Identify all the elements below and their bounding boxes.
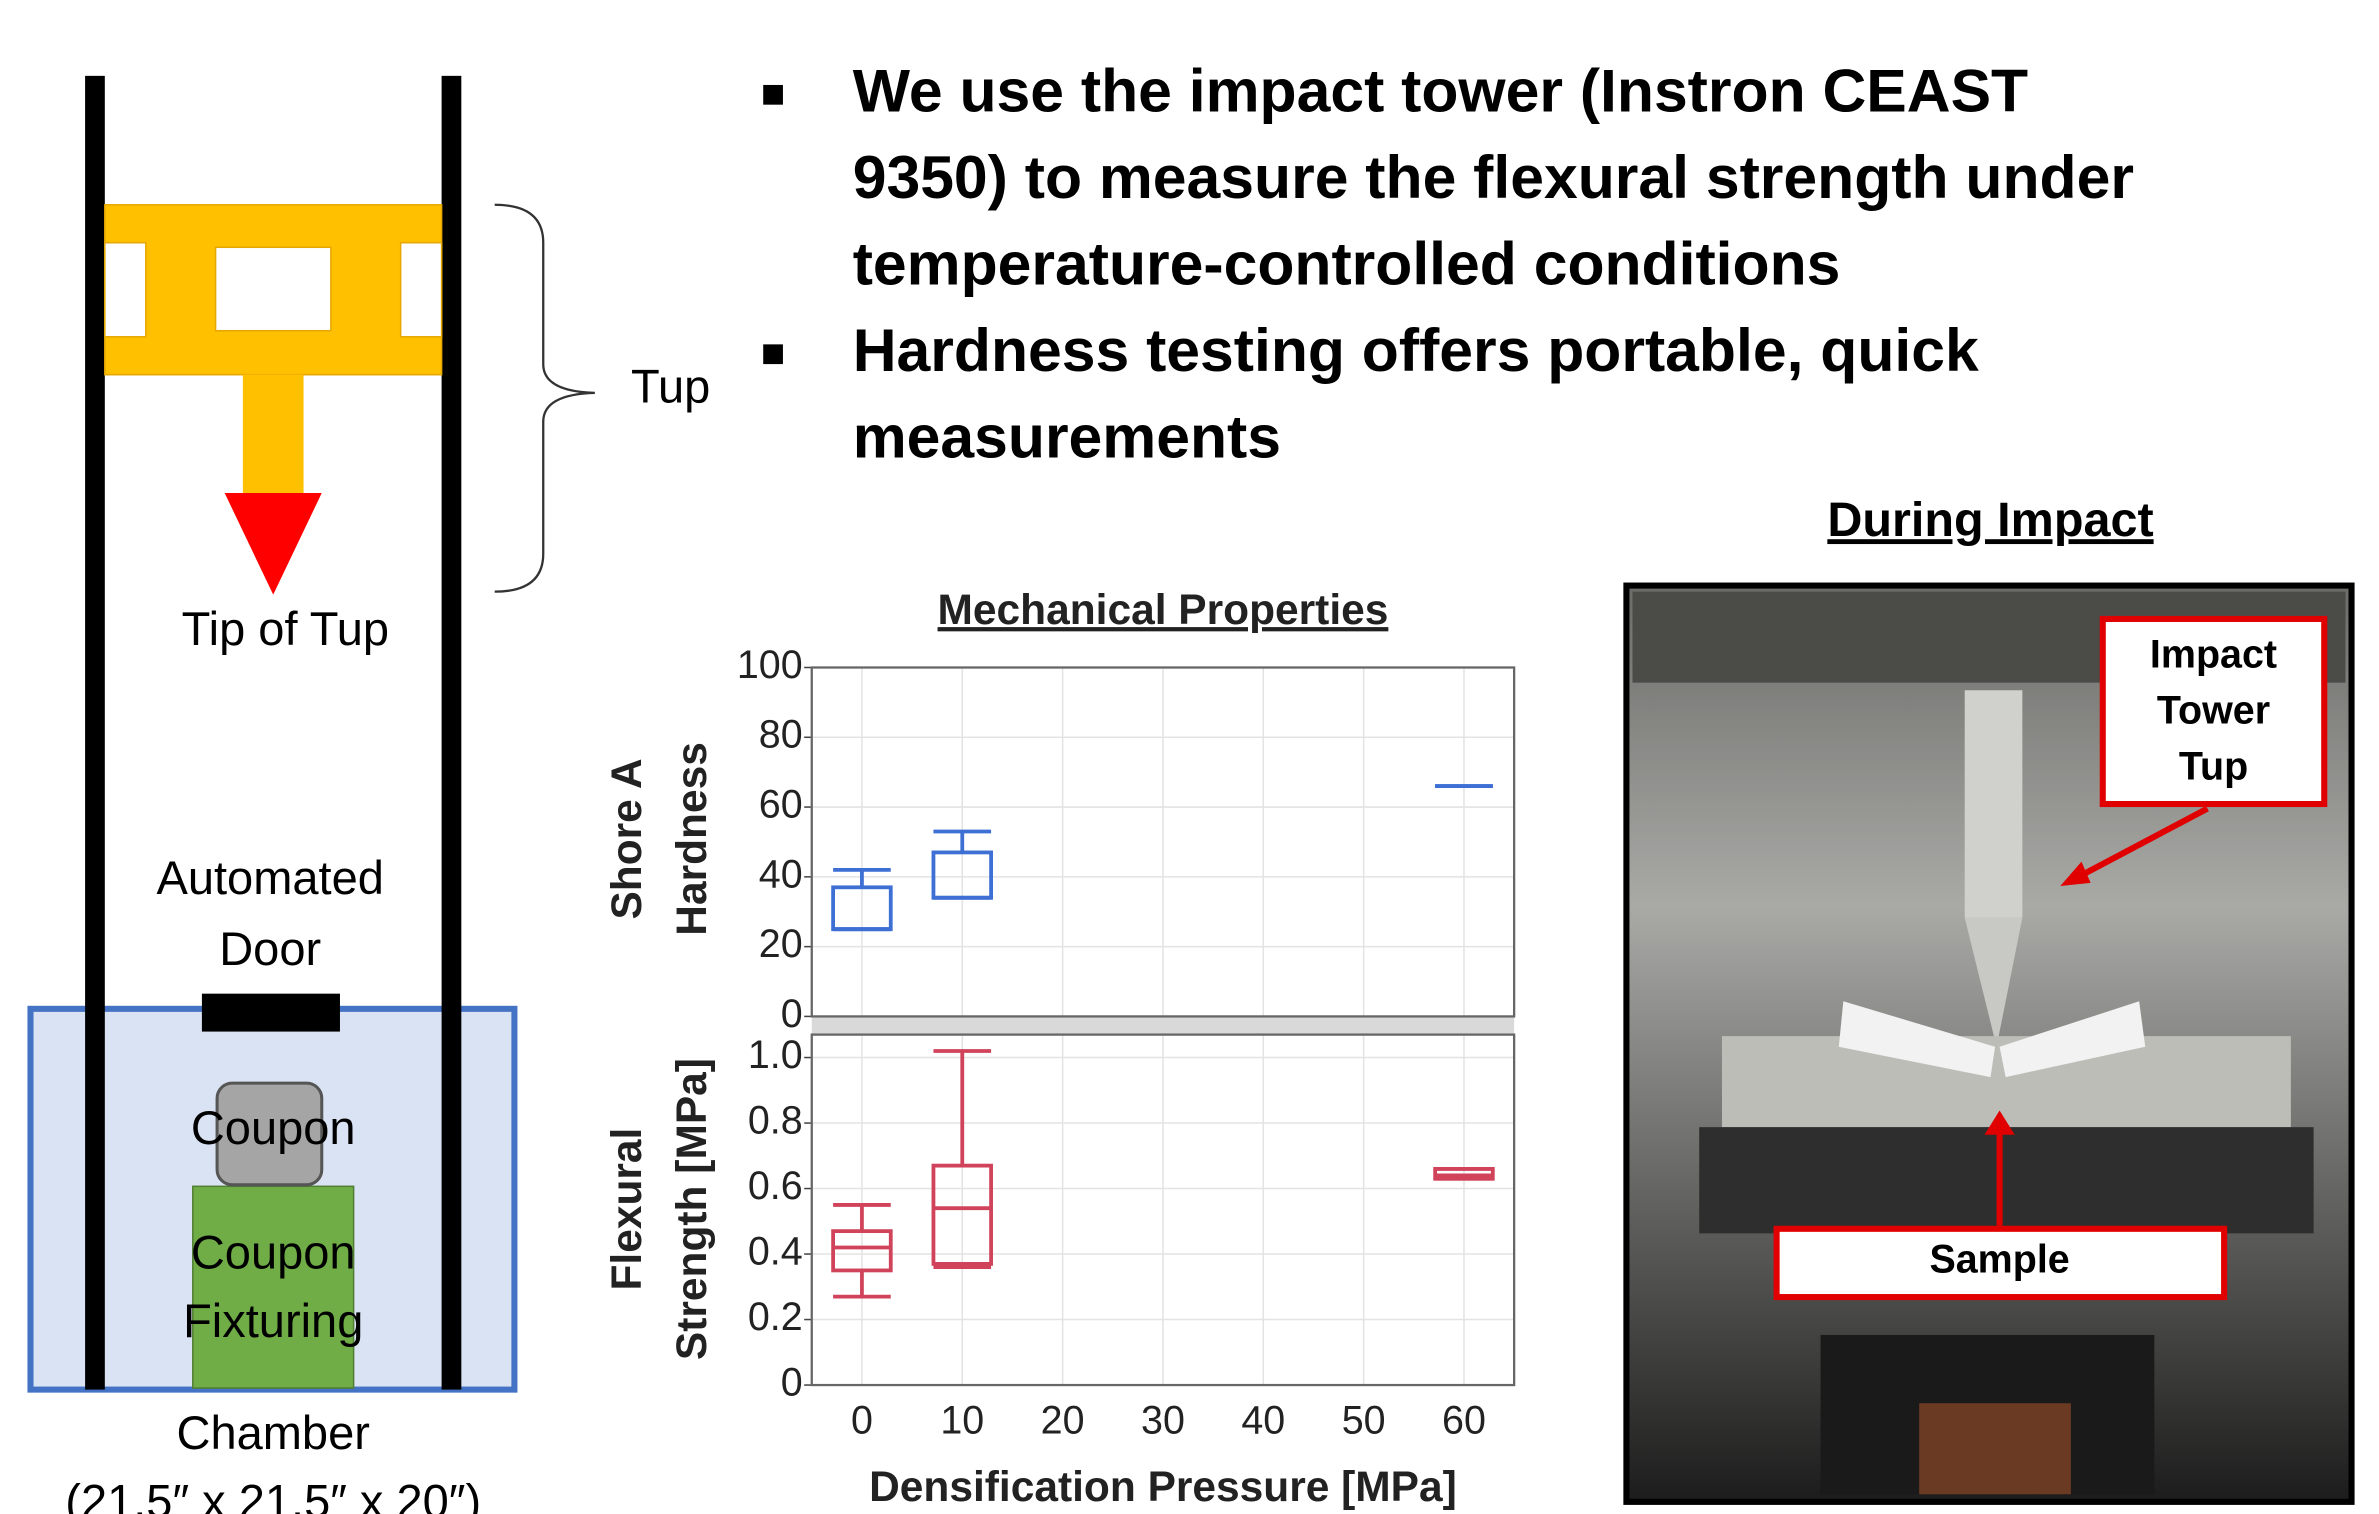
diagram: Tup Tip of Tup Automated Door Coupon Cou…: [27, 75, 710, 1514]
coupon: [215, 1081, 324, 1187]
photo-sample: [1838, 1001, 1996, 1078]
y-tick-label: 100: [737, 643, 803, 687]
callout-arrow: [2060, 861, 2091, 886]
tup-window: [214, 246, 332, 332]
callout-text: Impact: [2150, 632, 2277, 676]
tup-label: Tup: [631, 359, 710, 412]
y-axis-label: Flexural: [603, 1128, 650, 1291]
x-tick-label: 50: [1342, 1398, 1386, 1442]
y-tick-label: 80: [759, 713, 803, 757]
photo-tup: [1964, 690, 2023, 918]
x-tick-label: 60: [1442, 1398, 1486, 1442]
y-tick-label: 0: [781, 992, 803, 1036]
y-tick-label: 0.4: [748, 1229, 803, 1273]
callout-box: [1773, 1225, 2228, 1301]
fixture-label: Fixturing: [183, 1294, 363, 1347]
y-tick-label: 1.0: [748, 1033, 803, 1077]
y-tick-label: 0.8: [748, 1098, 803, 1142]
photo-tup-tip: [1964, 917, 2023, 1047]
callout-text: Tower: [2157, 688, 2270, 732]
coupon-label: Coupon: [191, 1101, 356, 1154]
y-tick-label: 0.6: [748, 1164, 803, 1208]
tup-window: [399, 241, 443, 338]
photo-sample: [1999, 1001, 2146, 1078]
chamber-label: (21.5″ x 21.5″ x 20″): [65, 1474, 481, 1514]
door-label: Door: [219, 922, 321, 975]
bullet-text: We use the impact tower (Instron CEAST: [853, 57, 2028, 125]
y-tick-label: 0: [781, 1360, 803, 1404]
bullet-mark: [763, 84, 783, 105]
photo-base: [1699, 1127, 2314, 1234]
callout-text: Sample: [1929, 1238, 2069, 1282]
tup-tip: [224, 493, 322, 595]
bullets: We use the impact tower (Instron CEAST 9…: [763, 57, 2134, 470]
plot-frame: [810, 1033, 1516, 1387]
callout-text: Tup: [2179, 745, 2248, 789]
y-axis-label: Shore A: [603, 758, 650, 919]
x-tick-label: 10: [940, 1398, 984, 1442]
bullet-text: temperature-controlled conditions: [853, 230, 1841, 298]
rail: [441, 75, 462, 1390]
x-tick-label: 30: [1141, 1398, 1185, 1442]
callout-arrow: [2077, 805, 2209, 880]
x-tick-label: 0: [851, 1398, 873, 1442]
bullet-text: Hardness testing offers portable, quick: [853, 316, 1979, 384]
photo-title: During Impact: [1827, 493, 2153, 547]
panel-separator: [811, 1016, 1515, 1035]
tip-label: Tip of Tup: [182, 602, 389, 655]
y-tick-label: 0.2: [748, 1295, 803, 1339]
x-tick-label: 20: [1041, 1398, 1085, 1442]
photo-chamber: [1919, 1403, 2071, 1495]
callout-box: [2099, 615, 2328, 808]
rail: [85, 75, 105, 1390]
bullet-mark: [763, 344, 783, 365]
x-tick-label: 40: [1241, 1398, 1285, 1442]
chamber-label: Chamber: [177, 1406, 370, 1459]
bullet-text: measurements: [853, 402, 1281, 470]
fixture: [192, 1185, 355, 1389]
y-axis-label: Hardness: [668, 742, 715, 936]
tup-stem: [242, 374, 304, 497]
plot-frame: [810, 666, 1516, 1018]
bullet-text: 9350) to measure the flexural strength u…: [853, 143, 2134, 211]
tup-window: [104, 241, 147, 338]
fixture-label: Coupon: [191, 1226, 356, 1279]
brace: [494, 203, 595, 593]
x-axis-label: Densification Pressure [MPa]: [869, 1463, 1457, 1510]
y-axis-label: Strength [MPa]: [668, 1058, 715, 1360]
box: [831, 1229, 893, 1273]
y-tick-label: 60: [759, 782, 803, 826]
door: [201, 993, 340, 1032]
y-tick-label: 20: [759, 922, 803, 966]
y-tick-label: 40: [759, 852, 803, 896]
box: [931, 1163, 993, 1266]
photo-panel: During Impact Impact Tower Tup Sample: [1623, 493, 2355, 1505]
callout-arrow: [1984, 1110, 2015, 1135]
chart-title: Mechanical Properties: [938, 586, 1389, 633]
door-label: Automated: [156, 851, 383, 904]
